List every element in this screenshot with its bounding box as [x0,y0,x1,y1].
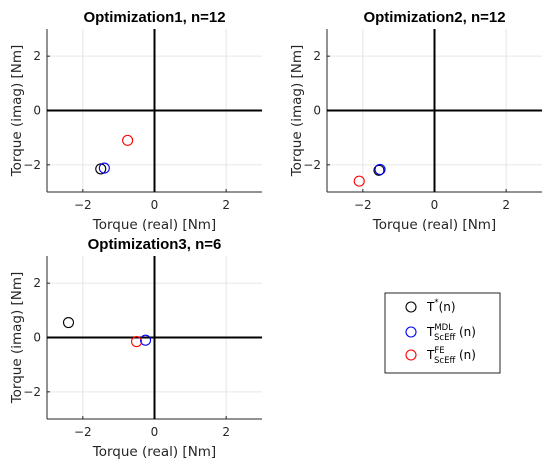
data-point-series-3 [122,134,134,146]
subplot-3: −2 0 2 −2 0 2 Optimization3, n=6 Torque (real) … [9,236,262,460]
y-tick-label: −2 [23,158,41,172]
y-axis-label: Torque (imag) [Nm] [9,272,25,405]
x-tick-label: 2 [222,425,230,439]
legend-entry-1: T*(n) [426,298,456,314]
x-tick-label: 2 [222,198,230,212]
subplot-2: −2 0 2 −2 0 2 Optimization2, n=12 Torque (real)… [289,9,542,233]
x-tick-label: −2 [74,198,92,212]
data-point-series-3 [353,175,365,187]
x-tick-label: −2 [74,425,92,439]
y-tick-label: 2 [33,276,41,290]
data-point-series-2 [98,162,110,174]
data-point-series-3 [131,336,143,348]
chart-title: Optimization2, n=12 [363,9,505,26]
subplot-1: −2 0 2 −2 0 2 Optimization1, n=12 Torque (real)… [9,9,262,233]
x-tick-label: −2 [354,198,372,212]
legend-marker-3 [405,349,417,361]
y-axis-label: Torque (imag) [Nm] [289,45,305,178]
y-axis-label: Torque (imag) [Nm] [9,45,25,178]
legend-entry-2: TMDL ScEff (n) [426,323,476,343]
legend-box [384,292,501,374]
y-tick-label: −2 [23,385,41,399]
legend-marker-2 [405,326,417,338]
legend: T*(n) TMDL ScEff (n) TFE ScEff (n) [384,292,501,374]
x-axis-label: Torque (real) [Nm] [92,217,216,233]
data-point-series-2 [374,163,386,176]
data-point-series-1 [373,164,385,176]
legend-entry-3: TFE ScEff (n) [426,346,476,366]
x-tick-label: 0 [151,198,159,212]
x-axis-label: Torque (real) [Nm] [92,444,216,460]
chart-title: Optimization1, n=12 [83,9,225,26]
x-tick-label: 0 [431,198,439,212]
x-tick-label: 0 [151,425,159,439]
y-tick-label: 0 [33,331,41,345]
y-tick-label: −2 [303,158,321,172]
data-point-series-2 [139,334,152,346]
data-point-series-1 [62,317,75,329]
y-tick-label: 2 [313,49,321,63]
y-tick-label: 2 [33,49,41,63]
y-tick-label: 0 [313,104,321,118]
x-tick-label: 2 [502,198,510,212]
legend-marker-1 [405,301,417,313]
chart-title: Optimization3, n=6 [88,236,222,253]
y-tick-label: 0 [33,104,41,118]
x-axis-label: Torque (real) [Nm] [372,217,496,233]
